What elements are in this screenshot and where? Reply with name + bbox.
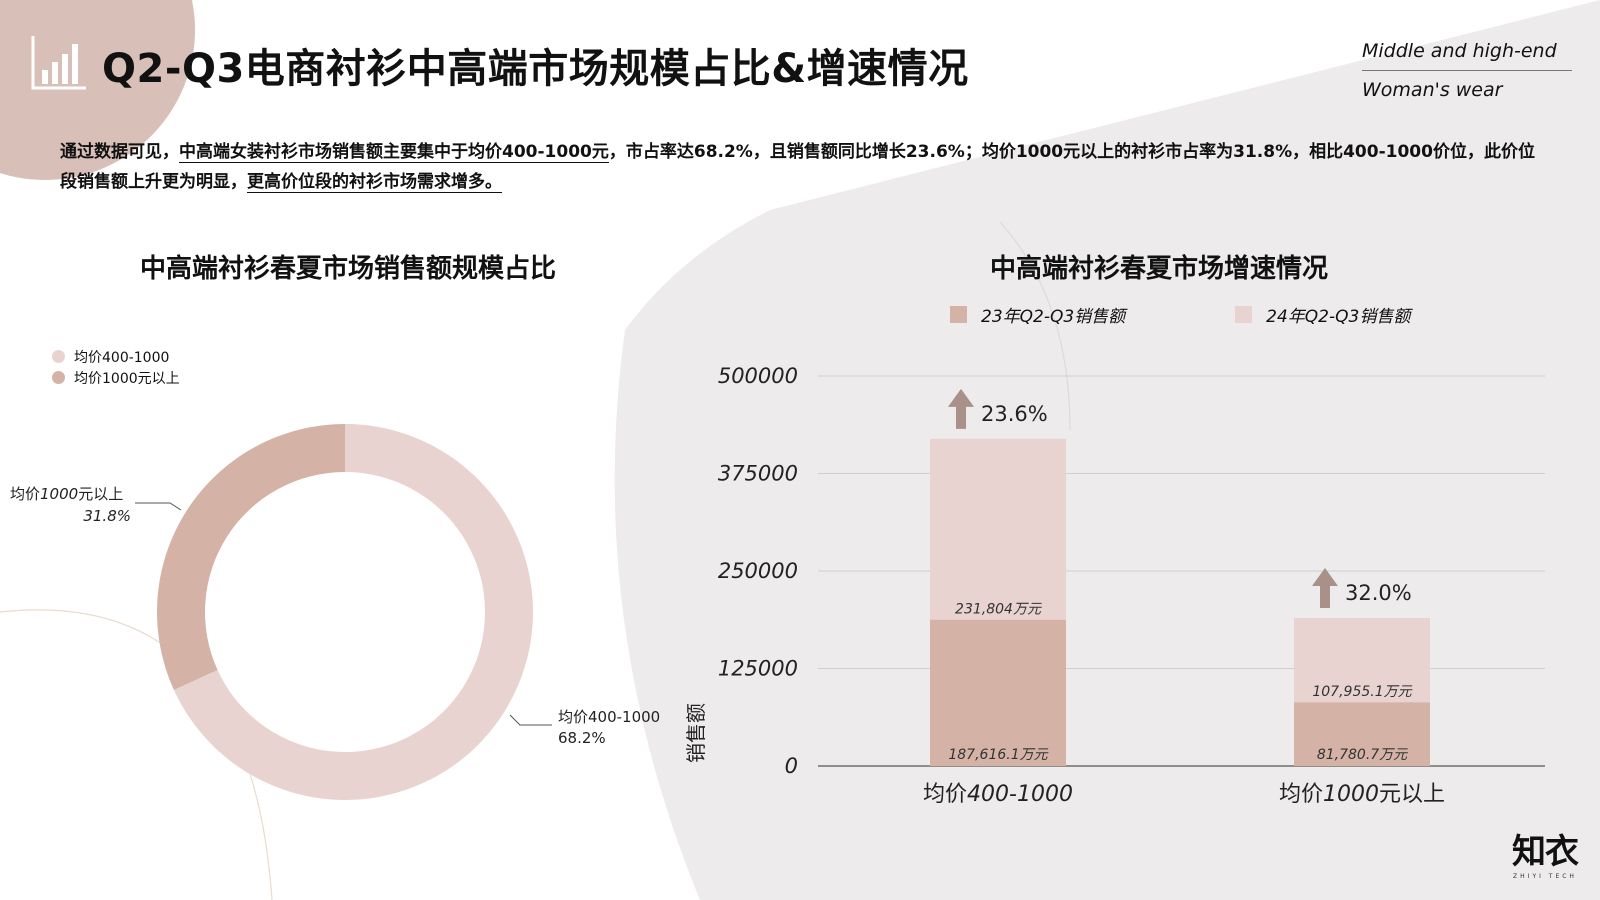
- y-axis-label: 销售额: [684, 703, 708, 763]
- slice-value-label: 68.2%: [558, 729, 606, 747]
- growth-arrow-icon: [948, 388, 974, 429]
- bar-legend-item: 24年Q2-Q3销售额: [1235, 302, 1410, 327]
- growth-arrow-icon: [1312, 568, 1338, 609]
- data-label: 107,955.1万元: [1312, 684, 1412, 700]
- bar-legend-item: 23年Q2-Q3销售额: [950, 302, 1125, 327]
- slice-label: 均价400-1000: [558, 708, 660, 726]
- desc-highlight-1: 中高端女装衬衫市场销售额主要集中于均价400-1000元: [179, 142, 609, 163]
- chart-icon: [31, 36, 86, 90]
- page-title: Q2-Q3电商衬衫中高端市场规模占比&增速情况: [102, 46, 969, 92]
- legend-swatch-icon: [950, 306, 967, 323]
- y-tick-label: 500000: [718, 364, 798, 388]
- legend-dot-icon: [52, 350, 65, 363]
- y-tick-label: 250000: [718, 559, 798, 583]
- y-tick-label: 125000: [718, 657, 798, 681]
- x-category-label: 均价1000元以上: [1279, 782, 1445, 807]
- bar-legend: 23年Q2-Q3销售额 24年Q2-Q3销售额: [950, 302, 1520, 327]
- desc-highlight-2: 更高价位段的衬衫市场需求增多。: [247, 172, 502, 193]
- donut-legend-item: 均价400-1000: [52, 346, 180, 367]
- brand-line-1: Middle and high-end: [1362, 40, 1572, 71]
- legend-dot-icon: [52, 371, 65, 384]
- legend-label: 23年Q2-Q3销售额: [981, 307, 1126, 327]
- logo: 知衣 ZHIYI TECH: [1512, 824, 1579, 880]
- donut-legend: 均价400-1000 均价1000元以上: [52, 346, 180, 388]
- bar-segment: [930, 438, 1066, 620]
- growth-label: 32.0%: [1345, 581, 1412, 605]
- logo-text: 知衣: [1512, 832, 1579, 872]
- leader-line: [135, 502, 182, 511]
- arc-line-right: [999, 221, 1071, 431]
- brand-english: Middle and high-end Woman's wear: [1362, 40, 1572, 101]
- brand-line-2: Woman's wear: [1362, 79, 1503, 101]
- legend-label: 均价1000元以上: [74, 370, 180, 387]
- bar-segment: [1294, 618, 1430, 703]
- bar-chart-title: 中高端衬衫春夏市场增速情况: [990, 254, 1329, 284]
- legend-label: 均价400-1000: [74, 349, 170, 366]
- data-label: 231,804万元: [955, 602, 1042, 618]
- bar-segment: [1294, 702, 1430, 766]
- growth-label: 23.6%: [981, 402, 1048, 426]
- x-category-label: 均价400-1000: [923, 782, 1073, 807]
- slice-label: 均价1000元以上: [10, 485, 123, 503]
- legend-label: 24年Q2-Q3销售额: [1266, 307, 1411, 327]
- y-tick-label: 375000: [718, 462, 798, 486]
- desc-text-1: 通过数据可见，: [60, 142, 179, 162]
- leader-line: [509, 714, 552, 726]
- data-label: 187,616.1万元: [948, 747, 1048, 763]
- desc-text-2: ，市占率达68.2%，且销售额同比增长23.6%；均价1000元以上的衬衫市占率…: [60, 142, 1535, 192]
- donut-chart-title: 中高端衬衫春夏市场销售额规模占比: [140, 254, 557, 284]
- bar-segment: [930, 619, 1066, 766]
- description: 通过数据可见，中高端女装衬衫市场销售额主要集中于均价400-1000元，市占率达…: [60, 137, 1550, 197]
- donut-slice: [157, 424, 345, 690]
- corner-circle: [0, 0, 195, 180]
- data-label: 81,780.7万元: [1317, 747, 1408, 763]
- slice-value-label: 31.8%: [83, 507, 131, 525]
- donut-legend-item: 均价1000元以上: [52, 367, 180, 388]
- logo-subtext: ZHIYI TECH: [1513, 873, 1577, 880]
- legend-swatch-icon: [1235, 306, 1253, 323]
- y-tick-label: 0: [785, 754, 798, 778]
